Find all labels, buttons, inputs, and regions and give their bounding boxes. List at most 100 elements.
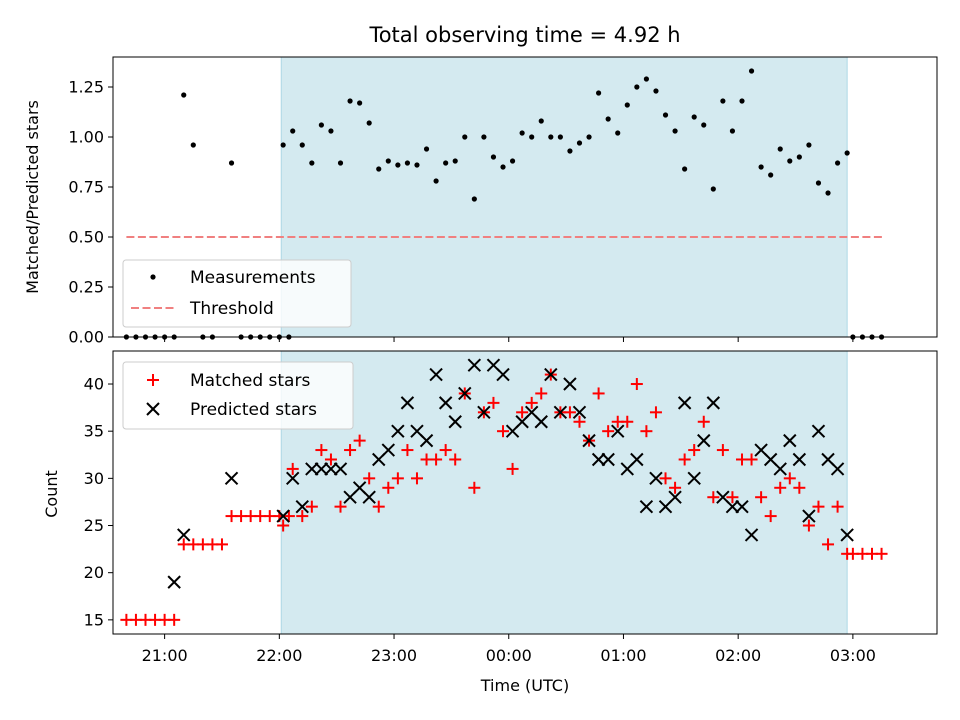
legend-threshold-label: Threshold — [189, 299, 274, 319]
predicted-star-point — [438, 396, 453, 410]
top-y-tick-label: 0.50 — [68, 228, 104, 247]
bottom-x-tick-label: 22:00 — [256, 646, 302, 665]
matched-star-point — [305, 500, 318, 513]
measurement-point — [328, 128, 334, 134]
matched-star-point — [802, 519, 815, 532]
legend-matched-marker — [147, 374, 159, 386]
measurement-point — [519, 130, 525, 136]
matched-star-point — [640, 425, 653, 438]
predicted-star-point — [553, 405, 568, 420]
predicted-star-point — [467, 358, 482, 372]
predicted-star-point — [744, 528, 759, 542]
bottom-y-tick-label: 20 — [84, 563, 104, 582]
measurement-point — [309, 160, 315, 166]
bottom-x-axis: 21:00 22:00 23:00 00:00 01:00 02:00 03:00 — [142, 634, 876, 665]
top-y-axis: 0.00 0.25 0.50 0.75 1.00 1.25 — [68, 78, 113, 347]
measurement-point — [624, 102, 630, 108]
matched-star-point — [669, 481, 682, 494]
predicted-star-point — [544, 367, 558, 382]
matched-star-point — [410, 472, 423, 485]
measurement-point — [366, 120, 372, 126]
measurement-point — [228, 160, 235, 166]
matched-star-point — [353, 434, 366, 447]
bottom-points — [120, 358, 888, 626]
bottom-legend: Matched stars Predicted stars — [122, 361, 354, 430]
matched-star-point — [755, 491, 768, 504]
measurement-point — [318, 122, 324, 128]
matched-star-point — [334, 500, 347, 513]
measurement-point — [443, 160, 449, 166]
measurement-point — [682, 166, 688, 172]
bottom-y-tick-label: 25 — [84, 516, 104, 535]
top-observing-window — [280, 56, 848, 338]
predicted-star-point — [601, 452, 615, 467]
measurement-point — [758, 164, 764, 170]
measurement-point — [481, 134, 487, 140]
measurement-point — [538, 118, 544, 124]
measurement-point — [357, 100, 363, 106]
measurement-point — [509, 158, 516, 164]
measurement-point — [729, 128, 736, 134]
predicted-star-point — [167, 575, 181, 589]
legend-measurements-label: Measurements — [190, 268, 316, 288]
predicted-star-point — [706, 396, 721, 410]
predicted-star-point — [811, 424, 826, 438]
predicted-star-point — [783, 433, 797, 448]
top-y-tick-label: 1.00 — [68, 128, 104, 147]
bottom-y-axis: 15 20 25 30 35 40 — [84, 375, 113, 629]
measurement-point — [634, 84, 640, 90]
measurement-point — [586, 134, 592, 140]
measurement-point — [787, 158, 793, 164]
matched-star-point — [525, 396, 538, 409]
bottom-x-tick-label: 02:00 — [715, 646, 761, 665]
top-axes-frame — [112, 56, 938, 338]
measurement-point — [548, 134, 554, 140]
top-x-ticks — [164, 337, 854, 342]
matched-star-point — [793, 481, 806, 494]
predicted-star-point — [362, 490, 376, 504]
measurement-point — [806, 142, 812, 148]
measurement-point — [471, 196, 477, 202]
measurement-point — [567, 148, 573, 154]
measurement-point — [280, 142, 286, 148]
matched-star-point — [382, 481, 395, 494]
measurement-point — [844, 150, 850, 156]
measurement-point — [815, 180, 822, 186]
bottom-x-tick-label: 23:00 — [371, 646, 417, 665]
measurement-point — [710, 186, 716, 192]
predicted-star-point — [177, 528, 191, 542]
predicted-star-point — [802, 509, 816, 523]
matched-star-point — [168, 613, 181, 626]
matched-star-point — [430, 453, 443, 466]
matched-star-point — [659, 472, 672, 485]
predicted-star-point — [224, 471, 239, 486]
predicted-star-point — [314, 462, 329, 476]
predicted-star-point — [792, 452, 807, 467]
bottom-y-tick-label: 15 — [84, 610, 104, 629]
matched-star-point — [822, 538, 835, 551]
bottom-axes-frame — [112, 350, 938, 635]
predicted-star-point — [400, 396, 415, 410]
matched-star-point — [506, 462, 519, 475]
top-legend-box — [122, 259, 352, 328]
matched-star-point — [563, 406, 576, 419]
measurement-point — [834, 160, 841, 166]
predicted-star-point — [496, 367, 510, 382]
measurement-point — [433, 178, 439, 184]
matched-star-point — [875, 547, 888, 560]
predicted-star-point — [687, 471, 701, 486]
matched-star-point — [449, 453, 462, 466]
matched-star-point — [716, 444, 729, 457]
measurement-point — [337, 160, 344, 166]
bottom-observing-window — [280, 350, 848, 635]
predicted-star-point — [735, 499, 749, 514]
matched-star-point — [812, 500, 825, 513]
measurement-point — [596, 90, 602, 96]
measurement-point — [643, 76, 650, 82]
measurement-point — [720, 98, 726, 104]
measurement-point — [557, 134, 563, 140]
matched-star-point — [831, 500, 844, 513]
measurement-point — [500, 164, 506, 170]
predicted-star-point — [448, 415, 462, 429]
top-y-label: Matched/Predicted stars — [23, 100, 42, 294]
